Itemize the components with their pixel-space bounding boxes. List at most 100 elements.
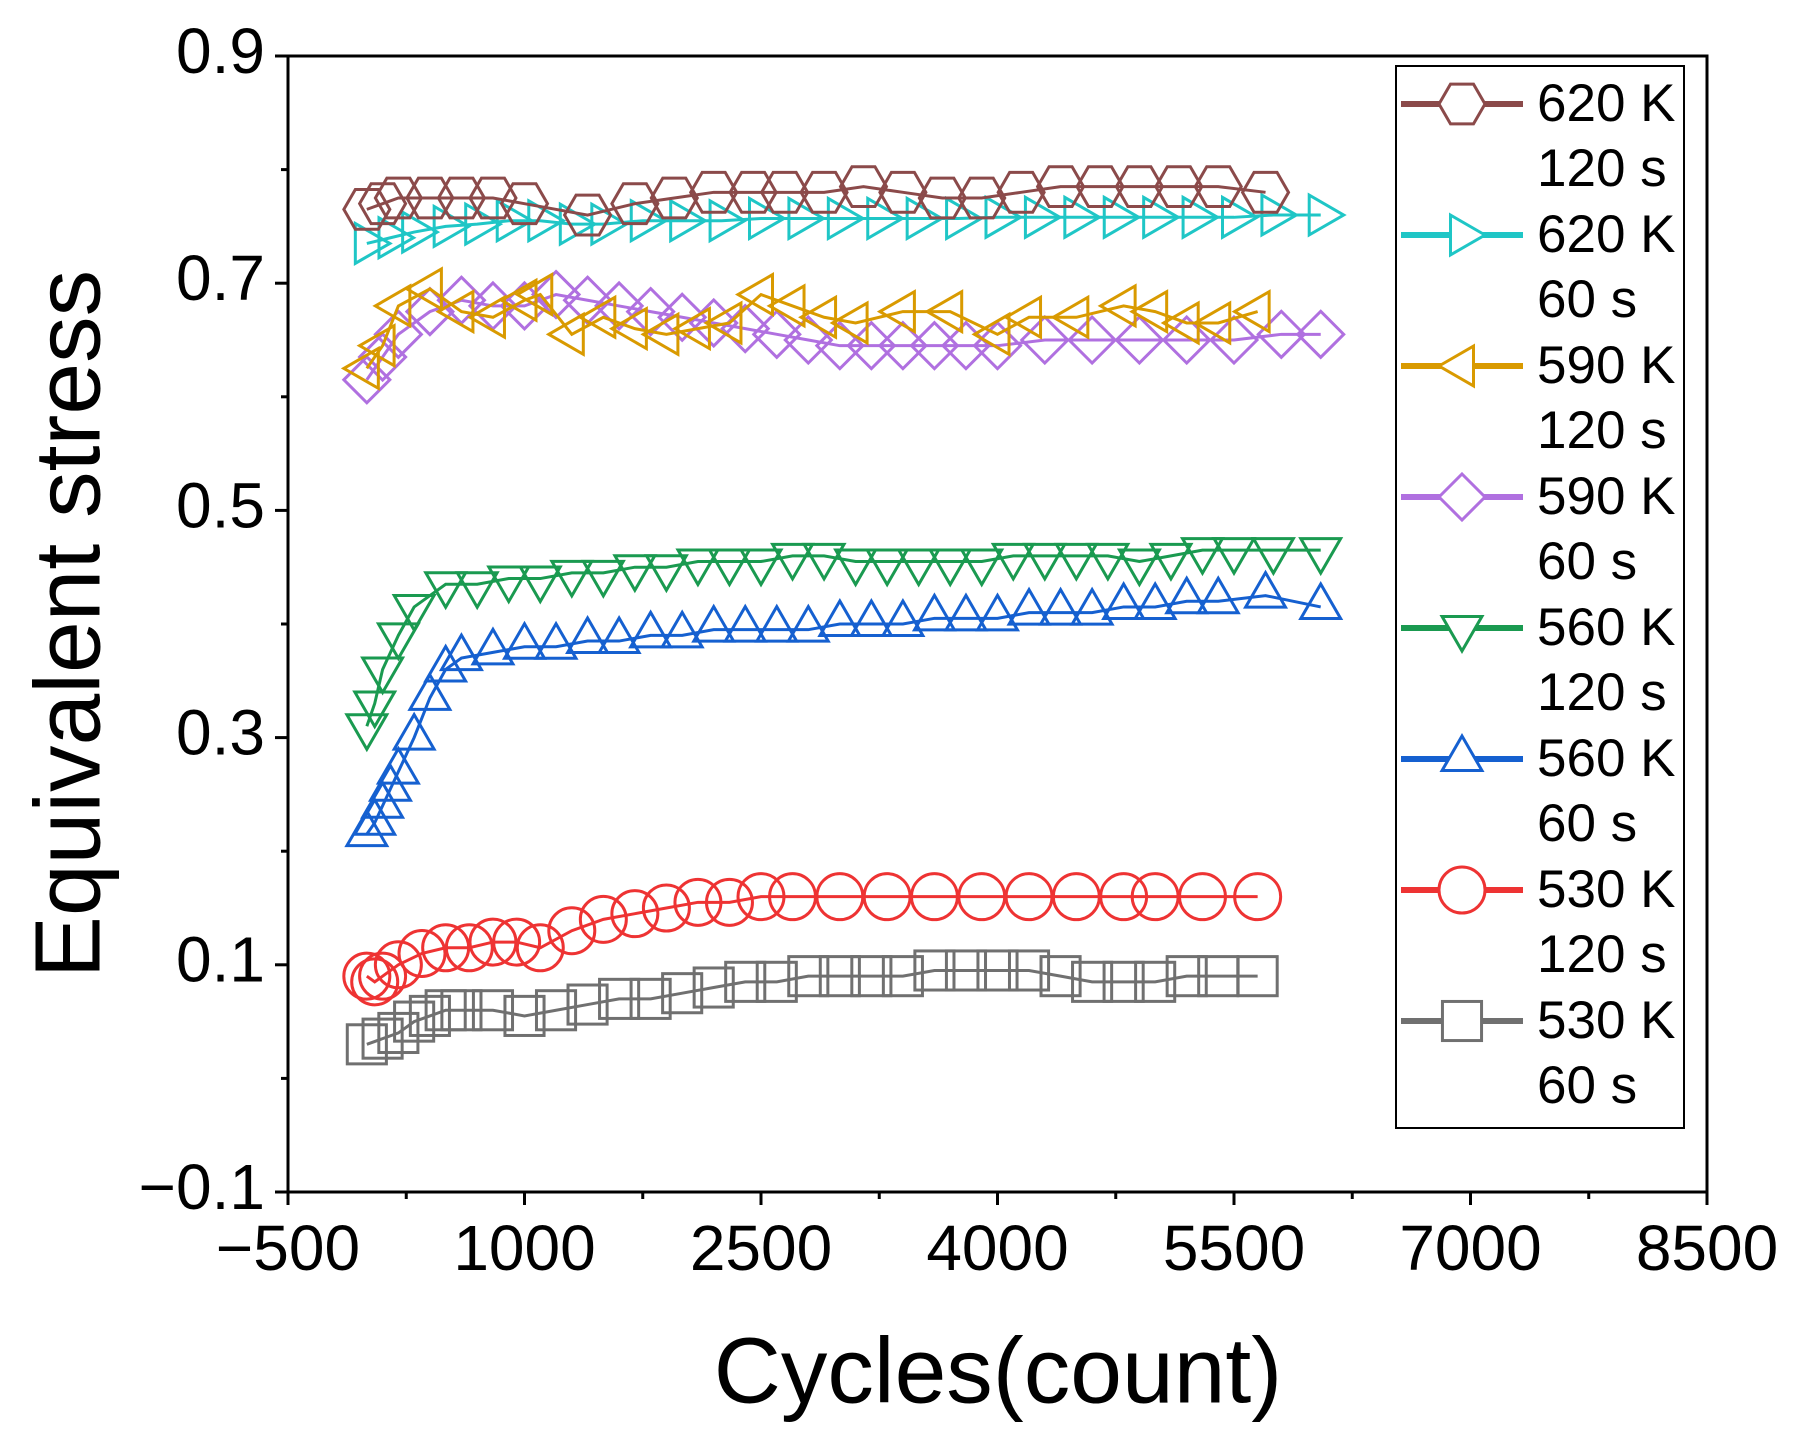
data-point bbox=[397, 928, 447, 978]
data-point bbox=[1085, 542, 1131, 582]
data-point bbox=[866, 195, 906, 241]
data-point bbox=[495, 198, 535, 244]
data-point bbox=[1102, 194, 1142, 240]
data-point bbox=[649, 176, 700, 220]
series-line bbox=[365, 548, 1321, 727]
legend-label: 620 K 120 s bbox=[1537, 74, 1676, 198]
data-point bbox=[770, 542, 816, 582]
data-point bbox=[486, 565, 532, 605]
data-point bbox=[1003, 294, 1043, 340]
data-point bbox=[787, 195, 827, 241]
data-point bbox=[403, 266, 443, 312]
data-point bbox=[471, 989, 515, 1032]
data-point bbox=[1023, 194, 1063, 240]
data-point bbox=[734, 272, 774, 318]
data-point bbox=[911, 592, 957, 632]
data-point bbox=[1063, 194, 1103, 240]
legend-label: 620 K 60 s bbox=[1537, 205, 1676, 329]
data-point bbox=[629, 198, 669, 244]
data-point bbox=[421, 923, 471, 973]
data-point bbox=[1208, 314, 1260, 366]
data-point bbox=[704, 877, 754, 927]
data-point bbox=[787, 955, 830, 998]
data-point bbox=[706, 548, 752, 588]
data-point bbox=[1101, 580, 1147, 620]
data-point bbox=[818, 955, 861, 998]
x-tick-label: 1000 bbox=[453, 1212, 595, 1284]
data-point bbox=[578, 894, 628, 944]
data-point bbox=[1243, 569, 1289, 609]
data-point bbox=[375, 745, 421, 785]
legend-marker bbox=[1449, 212, 1489, 258]
data-point bbox=[1007, 949, 1051, 992]
data-point bbox=[751, 309, 802, 360]
data-point bbox=[754, 603, 800, 643]
data-point bbox=[688, 170, 739, 214]
data-point bbox=[1195, 575, 1241, 615]
data-point bbox=[625, 286, 676, 337]
data-point bbox=[659, 609, 705, 649]
data-point bbox=[1221, 194, 1261, 240]
data-point bbox=[829, 300, 869, 346]
data-point bbox=[880, 597, 926, 637]
data-point bbox=[1165, 955, 1208, 998]
data-point bbox=[372, 283, 412, 329]
data-point bbox=[566, 983, 609, 1026]
data-point bbox=[373, 940, 423, 990]
data-point bbox=[1233, 872, 1283, 922]
data-point bbox=[466, 294, 506, 340]
data-point bbox=[1134, 960, 1177, 1003]
data-point bbox=[1307, 192, 1347, 238]
data-point bbox=[352, 690, 398, 730]
data-point bbox=[391, 593, 437, 633]
data-point bbox=[640, 311, 680, 357]
data-point bbox=[864, 548, 910, 588]
data-point bbox=[1298, 580, 1344, 620]
data-point bbox=[1114, 314, 1165, 366]
data-point bbox=[423, 643, 469, 683]
data-point bbox=[1236, 955, 1279, 998]
data-point bbox=[345, 1023, 388, 1066]
data-point bbox=[1022, 542, 1068, 582]
x-tick-label: 7000 bbox=[1399, 1212, 1541, 1284]
data-point bbox=[848, 597, 894, 637]
data-point bbox=[499, 280, 550, 332]
data-point bbox=[377, 1011, 420, 1055]
data-point bbox=[881, 955, 924, 998]
data-point bbox=[598, 977, 641, 1020]
legend-label: 530 K 60 s bbox=[1537, 991, 1676, 1115]
data-point bbox=[408, 994, 451, 1037]
x-tick-label: 4000 bbox=[926, 1212, 1068, 1284]
data-point bbox=[759, 170, 810, 214]
x-tick-label: 2500 bbox=[690, 1212, 832, 1284]
data-point bbox=[657, 292, 708, 343]
data-point bbox=[577, 294, 617, 340]
data-point bbox=[547, 906, 597, 956]
data-point bbox=[703, 300, 743, 346]
data-point bbox=[360, 656, 406, 696]
data-point bbox=[436, 176, 487, 220]
data-point bbox=[1193, 165, 1243, 209]
data-point bbox=[826, 195, 866, 241]
data-point bbox=[673, 877, 723, 927]
data-point bbox=[990, 542, 1036, 582]
data-point bbox=[755, 960, 798, 1003]
data-point bbox=[728, 170, 778, 214]
data-point bbox=[724, 960, 767, 1003]
data-point bbox=[783, 314, 834, 366]
data-point bbox=[610, 889, 660, 939]
x-tick-label: −500 bbox=[216, 1212, 360, 1284]
data-point bbox=[423, 571, 469, 611]
legend-marker bbox=[1439, 732, 1485, 772]
data-point bbox=[375, 622, 421, 662]
legend-marker bbox=[1435, 343, 1475, 389]
data-point bbox=[468, 176, 518, 220]
data-point bbox=[1102, 960, 1145, 1003]
data-point bbox=[1069, 586, 1115, 626]
y-tick-label: 0.5 bbox=[176, 469, 265, 541]
data-point bbox=[671, 306, 711, 352]
legend-label: 590 K 60 s bbox=[1537, 467, 1676, 591]
data-point bbox=[357, 182, 408, 226]
data-point bbox=[943, 592, 989, 632]
